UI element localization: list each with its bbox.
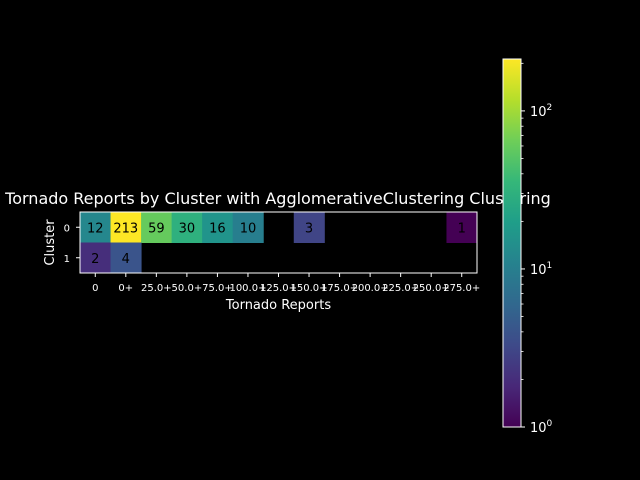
colorbar: 100 101 102 [502, 58, 553, 436]
heatmap-cell [80, 212, 112, 243]
cell-value-label: 10 [240, 221, 257, 236]
heatmap-cell [293, 212, 325, 243]
x-tick-label: 150.0+ [291, 283, 328, 294]
y-tick-label: 1 [64, 254, 70, 265]
colorbar-gradient [502, 58, 522, 428]
heatmap-cell [141, 212, 173, 243]
x-tick-label: 25.0+ [141, 283, 172, 294]
cell-value-label: 4 [122, 252, 130, 267]
x-tick-label: 225.0+ [382, 283, 419, 294]
x-tick-label: 100.0+ [229, 283, 266, 294]
y-axis-label: Cluster [43, 219, 58, 266]
y-ticks: 01 [64, 223, 80, 265]
x-tick-label: 175.0+ [321, 283, 358, 294]
heatmap-cell [171, 212, 203, 243]
colorbar-tick-label: 101 [530, 261, 552, 278]
x-tick-label: 200.0+ [352, 283, 389, 294]
cell-value-label: 1 [458, 221, 466, 236]
x-axis-label: Tornado Reports [225, 298, 331, 313]
x-tick-label: 125.0+ [260, 283, 297, 294]
heatmap-cell [110, 212, 142, 243]
y-tick-label: 0 [64, 223, 70, 234]
x-ticks: 0 0+ 25.0+ 50.0+ 75.0+100.0+125.0+150.0+175.… [92, 273, 480, 294]
heatmap-cell [110, 242, 142, 274]
heatmap-cell [232, 212, 264, 243]
heatmap-cell [202, 212, 234, 243]
cell-value-label: 213 [113, 221, 138, 236]
x-tick-label: 275.0+ [443, 283, 480, 294]
x-tick-label: 250.0+ [413, 283, 450, 294]
chart-title: Tornado Reports by Cluster with Agglomer… [4, 189, 551, 208]
cell-value-label: 12 [87, 221, 104, 236]
colorbar-tick-label: 102 [530, 103, 552, 120]
colorbar-ticks: 100 101 102 [521, 62, 553, 436]
x-tick-label: 50.0+ [172, 283, 203, 294]
cell-value-label: 16 [209, 221, 226, 236]
heatmap-cell [446, 212, 478, 243]
x-tick-label: 75.0+ [202, 283, 233, 294]
cell-value-label: 59 [148, 221, 165, 236]
cell-value-label: 2 [91, 252, 99, 267]
cell-value-label: 3 [305, 221, 313, 236]
x-tick-label: 0 [92, 283, 98, 294]
heatmap-cell [80, 242, 112, 274]
heatmap-cells: 12 213 59 30 16 10 3 12 4 [80, 212, 478, 274]
cell-value-label: 30 [179, 221, 196, 236]
x-tick-label: 0+ [118, 283, 133, 294]
colorbar-tick-label: 100 [530, 419, 553, 436]
